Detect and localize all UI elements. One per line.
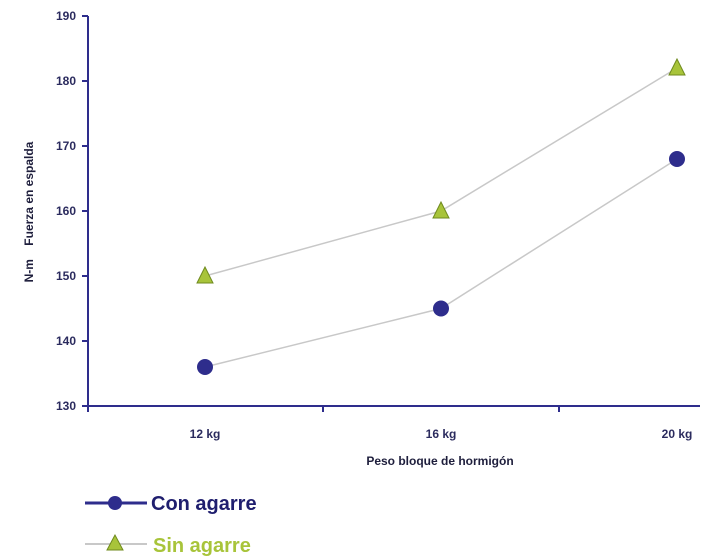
x-tick-label: 12 kg xyxy=(190,427,221,441)
data-point-triangle xyxy=(196,265,214,284)
y-axis-group: 130 140 150 160 170 180 190 xyxy=(56,9,89,413)
legend-item-con-agarre: Con agarre xyxy=(85,493,257,515)
y-tick-label: 160 xyxy=(56,204,76,218)
legend-label-sin-agarre: Sin agarre xyxy=(153,535,251,557)
x-tick-label: 20 kg xyxy=(662,427,693,441)
y-tick-label: 170 xyxy=(56,139,76,153)
x-tick-label: 16 kg xyxy=(426,427,457,441)
y-tick-label: 140 xyxy=(56,334,76,348)
y-tick-label: 180 xyxy=(56,74,76,88)
y-tick-label: 150 xyxy=(56,269,76,283)
y-axis-title: N-m Fuerza en espalda xyxy=(22,141,36,282)
data-point-triangle xyxy=(668,57,686,76)
y-ticks: 130 140 150 160 170 180 190 xyxy=(56,9,88,413)
x-axis-title: Peso bloque de hormigón xyxy=(366,454,513,468)
legend-circle-marker xyxy=(108,496,122,510)
legend-item-sin-agarre: Sin agarre xyxy=(85,533,251,557)
series-layer xyxy=(196,57,686,375)
y-tick-label: 130 xyxy=(56,399,76,413)
series-line-2 xyxy=(204,67,678,277)
legend-triangle-marker xyxy=(106,533,124,551)
y-tick-label: 190 xyxy=(56,9,76,23)
x-ticks: 12 kg 16 kg 20 kg xyxy=(87,406,693,441)
legend-label-con-agarre: Con agarre xyxy=(151,493,257,515)
data-point-circle xyxy=(669,151,685,167)
data-point-circle xyxy=(433,300,449,317)
legend: Con agarre Sin agarre xyxy=(85,493,257,557)
data-point-circle xyxy=(197,359,213,375)
x-axis-group: 12 kg 16 kg 20 kg xyxy=(87,405,700,441)
series-line-1 xyxy=(204,158,678,368)
data-point-triangle xyxy=(432,200,450,219)
